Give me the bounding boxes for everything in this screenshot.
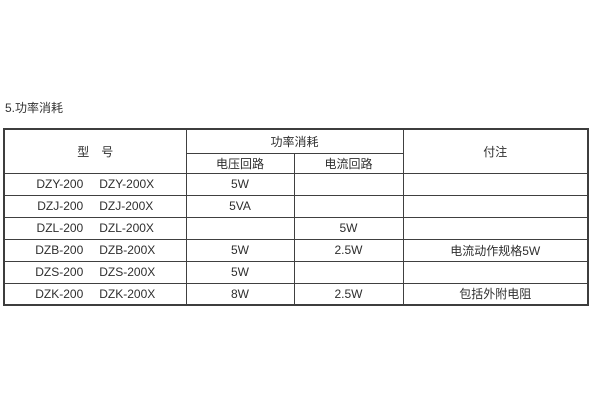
table-row: DZB-200 DZB-200X 5W 2.5W 电流动作规格5W — [3, 238, 589, 262]
model-cell: DZJ-200 DZJ-200X — [3, 194, 187, 218]
note-cell — [402, 260, 589, 284]
note-cell — [402, 194, 589, 218]
model-cell: DZS-200 DZS-200X — [3, 260, 187, 284]
header-row-1: 型 号 功率消耗 付注 — [3, 128, 589, 174]
table-row: DZK-200 DZK-200X 8W 2.5W 包括外附电阻 — [3, 282, 589, 306]
col-header-voltage-circuit: 电压回路 — [185, 152, 295, 174]
current-cell — [293, 172, 404, 196]
model-name-variant: DZS-200X — [99, 265, 156, 279]
col-header-notes: 付注 — [402, 128, 589, 174]
model-name: DZS-200 — [35, 265, 84, 279]
model-cell: DZL-200 DZL-200X — [3, 216, 187, 240]
voltage-cell: 5W — [185, 172, 295, 196]
model-name: DZL-200 — [36, 221, 84, 235]
model-name-variant: DZJ-200X — [99, 199, 154, 213]
model-cell: DZK-200 DZK-200X — [3, 282, 187, 306]
voltage-cell: 5VA — [185, 194, 295, 218]
voltage-cell — [185, 216, 295, 240]
table-row: DZS-200 DZS-200X 5W — [3, 260, 589, 284]
col-header-power-group: 功率消耗 — [185, 128, 404, 154]
model-cell: DZB-200 DZB-200X — [3, 238, 187, 262]
model-name-variant: DZB-200X — [99, 243, 156, 257]
model-name-variant: DZL-200X — [99, 221, 154, 235]
model-name-variant: DZK-200X — [99, 286, 156, 301]
model-cell: DZY-200 DZY-200X — [3, 172, 187, 196]
current-cell: 2.5W — [293, 282, 404, 306]
voltage-cell: 5W — [185, 238, 295, 262]
col-header-model: 型 号 — [3, 128, 187, 174]
table-row: DZJ-200 DZJ-200X 5VA — [3, 194, 589, 218]
note-cell: 包括外附电阻 — [402, 282, 589, 306]
col-header-current-circuit: 电流回路 — [293, 152, 404, 174]
model-name-variant: DZY-200X — [99, 177, 155, 191]
current-cell — [293, 260, 404, 284]
table-row: DZL-200 DZL-200X 5W — [3, 216, 589, 240]
model-name: DZY-200 — [36, 177, 84, 191]
model-name: DZK-200 — [35, 286, 84, 301]
note-cell: 电流动作规格5W — [402, 238, 589, 262]
voltage-cell: 8W — [185, 282, 295, 306]
model-name: DZJ-200 — [37, 199, 84, 213]
current-cell: 2.5W — [293, 238, 404, 262]
model-name: DZB-200 — [35, 243, 84, 257]
note-cell — [402, 172, 589, 196]
voltage-cell: 5W — [185, 260, 295, 284]
current-cell: 5W — [293, 216, 404, 240]
table-row: DZY-200 DZY-200X 5W — [3, 172, 589, 196]
note-cell — [402, 216, 589, 240]
power-consumption-table: 型 号 功率消耗 付注 电压回路 电流回路 DZY-200 DZY-200X 5… — [3, 128, 590, 306]
current-cell — [293, 194, 404, 218]
section-title: 5.功率消耗 — [5, 101, 64, 115]
